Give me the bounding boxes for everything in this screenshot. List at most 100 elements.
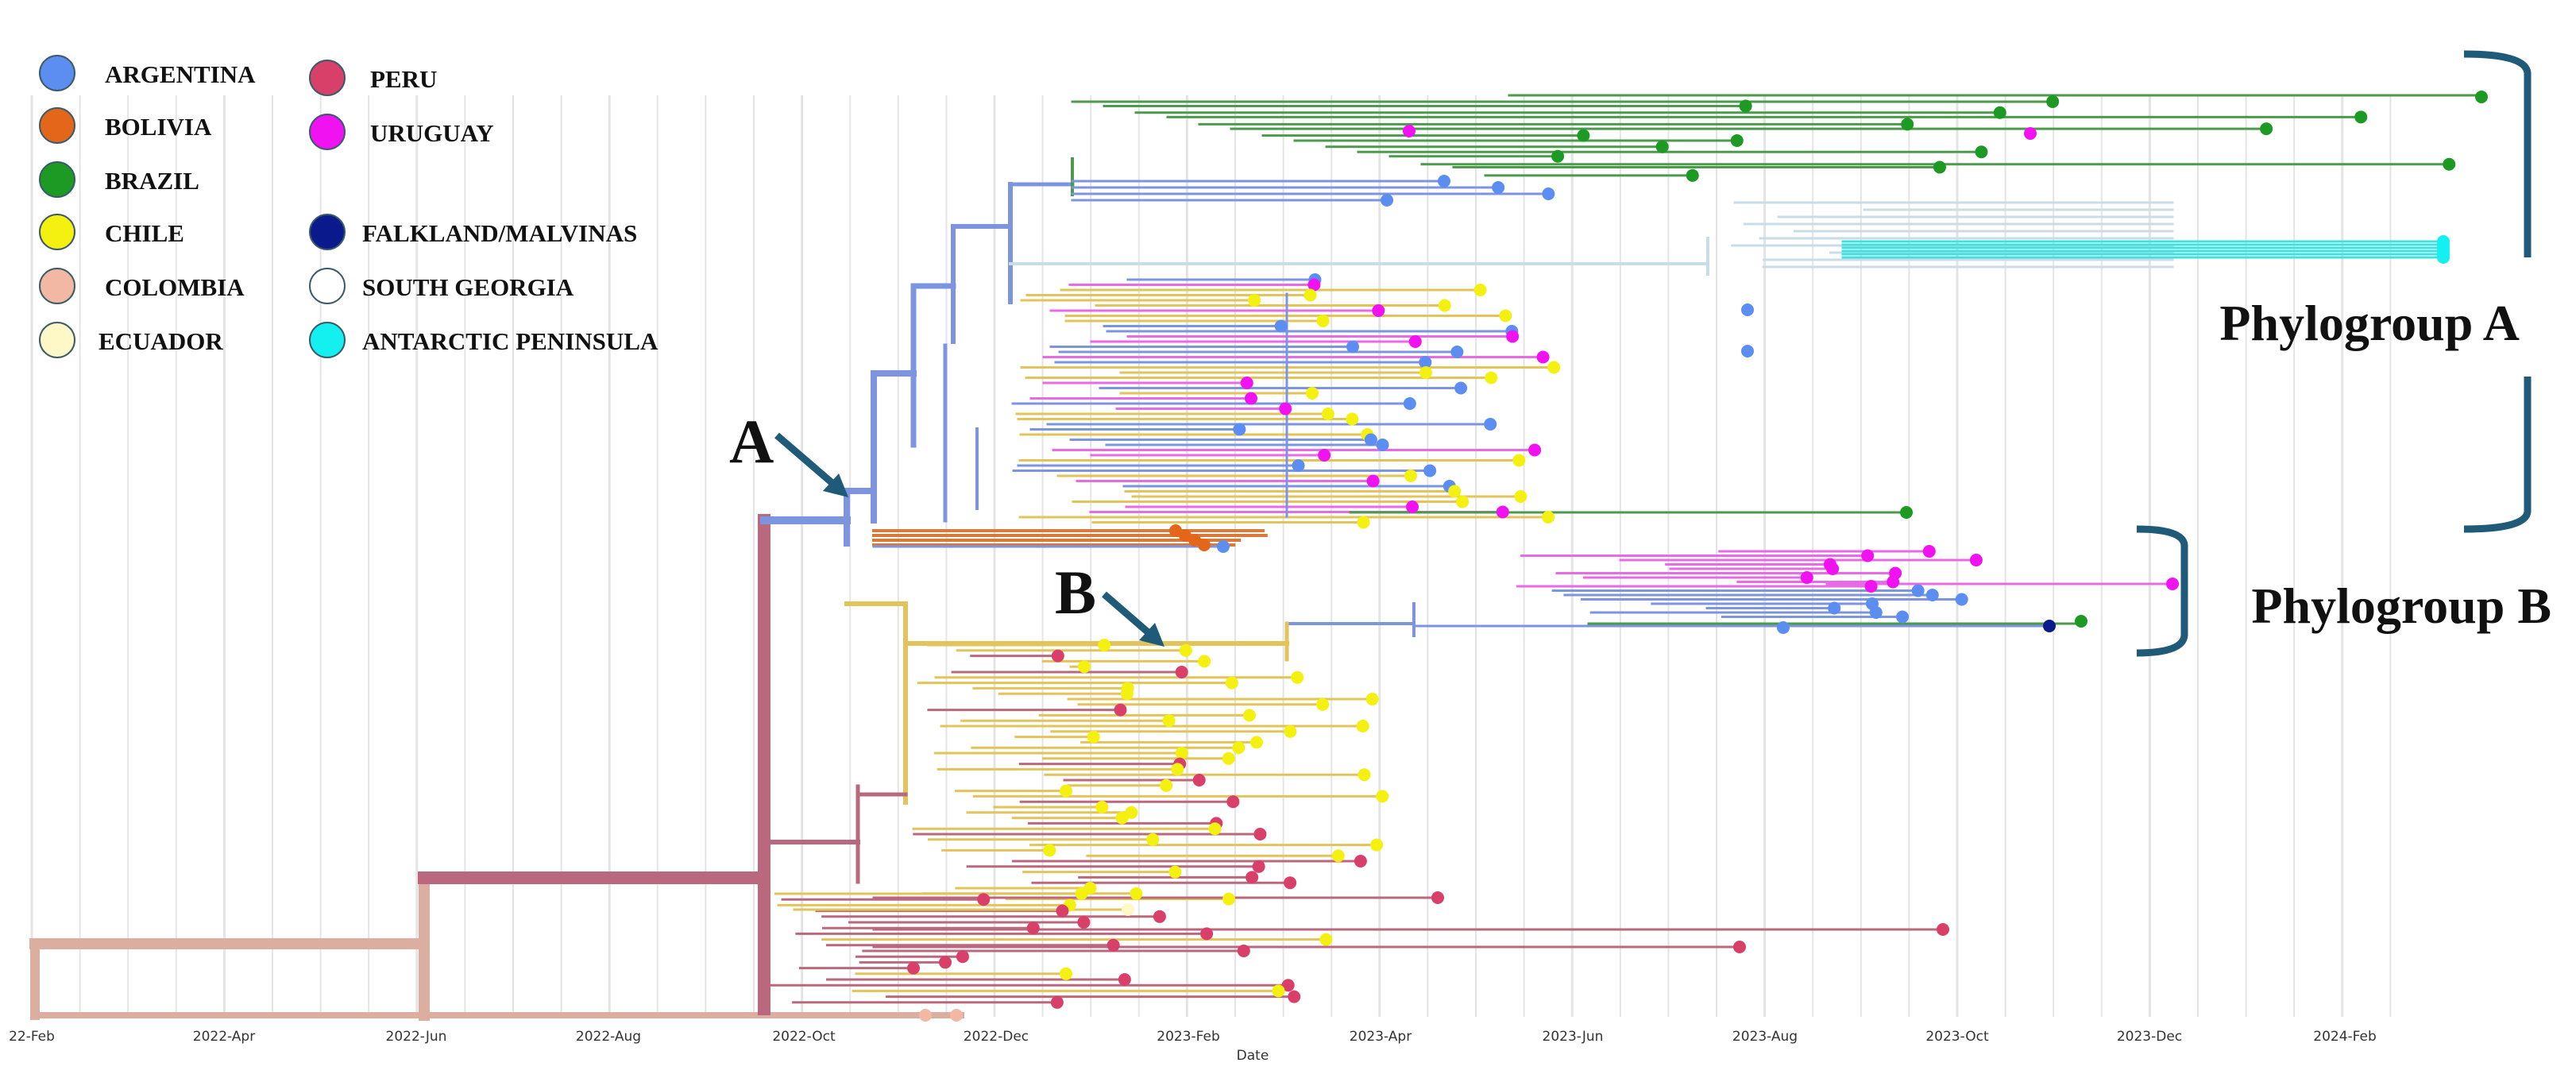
tip-marker [1171, 763, 1184, 776]
tip-marker [1321, 408, 1334, 420]
tip-marker [1514, 490, 1527, 503]
tip-marker [1404, 470, 1417, 482]
tip-marker [1993, 106, 2006, 119]
tip-marker [1365, 693, 1379, 705]
tip-marker [1542, 187, 1555, 200]
tip-marker [1192, 774, 1206, 786]
legend-swatch [309, 214, 346, 250]
tip-marker [1911, 584, 1925, 597]
legend-label: URUGUAY [370, 119, 494, 147]
tip-marker [1122, 903, 1134, 916]
legend-swatch [309, 114, 346, 150]
country-legend: ARGENTINA BOLIVIA BRAZIL CHILE COLOMBIA … [39, 55, 658, 358]
tip-marker [1077, 916, 1091, 929]
tip-marker [1346, 412, 1359, 426]
tip-marker [1153, 910, 1166, 923]
tip-marker [1078, 660, 1091, 674]
tip-marker [1937, 923, 1949, 936]
tip-marker [1087, 730, 1100, 744]
tip-marker [1869, 606, 1883, 619]
tip-marker [1059, 784, 1072, 798]
tip-marker [1175, 747, 1188, 759]
tip-marker [1288, 990, 1301, 1003]
phylogroup-a-bracket [2463, 50, 2532, 533]
tip-marker [1043, 844, 1056, 857]
legend-item-antarctic-peninsula: ANTARCTIC PENINSULA [309, 322, 658, 358]
tip-marker [1969, 554, 1983, 566]
tip-marker [1423, 464, 1437, 477]
tip-marker [1226, 795, 1240, 809]
tip-marker [1168, 865, 1182, 879]
tip-marker [1506, 330, 1520, 343]
tip-marker [1900, 506, 1913, 519]
tip-marker [1331, 849, 1345, 863]
tip-marker [1406, 500, 1419, 513]
tip-markers [907, 91, 2488, 1022]
tip-marker [1496, 505, 1509, 519]
tip-marker [1577, 129, 1590, 142]
tip-marker [1319, 933, 1333, 946]
x-tick-label: 2022-Dec [964, 1029, 1029, 1045]
tip-marker [1741, 303, 1754, 316]
x-tick-label: 2023-Jun [1543, 1029, 1604, 1045]
tip-marker [1933, 160, 1946, 174]
x-tick-label: 2023-Oct [1925, 1029, 1989, 1045]
tip-marker [1246, 871, 1259, 884]
tip-marker [1431, 891, 1444, 904]
tip-marker [1284, 725, 1297, 738]
tip-marker [1542, 511, 1555, 524]
tip-marker [1357, 516, 1370, 529]
tip-marker [1222, 892, 1236, 906]
tip-marker [2024, 127, 2037, 140]
tip-marker [1512, 454, 1526, 467]
tip-marker [1826, 562, 1840, 575]
tip-marker [1279, 402, 1292, 415]
tip-marker [1200, 927, 1214, 941]
tip-marker [1408, 335, 1422, 348]
tip-marker [1450, 346, 1464, 358]
tip-marker [1887, 575, 1900, 589]
tip-marker [1160, 779, 1173, 792]
tip-marker [1376, 790, 1389, 803]
tip-marker [1828, 601, 1841, 615]
tip-marker [1655, 140, 1669, 153]
tip-marker [1026, 922, 1040, 935]
legend-swatch [39, 214, 75, 250]
tip-marker [1741, 345, 1754, 357]
tip-marker [1106, 938, 1120, 952]
tip-marker [1169, 524, 1182, 537]
tip-marker [1059, 967, 1072, 980]
legend-swatch [309, 268, 346, 304]
x-tick-label: 22-Feb [9, 1029, 55, 1045]
tip-marker [1381, 194, 1394, 207]
tip-marker [1098, 639, 1111, 651]
tip-marker [1358, 768, 1371, 782]
tip-marker [1864, 580, 1878, 593]
legend-swatch [39, 107, 75, 144]
tip-marker [2475, 91, 2488, 103]
legend-item-falkland-malvinas: FALKLAND/MALVINAS [309, 214, 637, 250]
legend-label: SOUTH GEORGIA [362, 273, 574, 301]
tip-marker [1492, 181, 1505, 194]
legend-label: FALKLAND/MALVINAS [362, 219, 637, 247]
legend-item-bolivia: BOLIVIA [39, 107, 212, 144]
tip-marker [1244, 392, 1257, 405]
tip-marker [1403, 125, 1415, 137]
x-tick-label: 2022-Oct [772, 1029, 836, 1045]
legend-item-peru: PERU [309, 60, 437, 96]
tip-marker [1115, 811, 1129, 825]
phylogroup-a-label: Phylogroup A [2219, 295, 2520, 351]
clade-annotations: A B Phylogroup A Phylogroup B [729, 50, 2551, 657]
tip-marker [907, 961, 921, 975]
tip-marker [1800, 571, 1813, 584]
time-axis: 22-Feb 2022-Apr 2022-Jun 2022-Aug 2022-O… [9, 1029, 2377, 1064]
legend-label: ANTARCTIC PENINSULA [362, 327, 658, 355]
legend-item-brazil: BRAZIL [39, 161, 199, 198]
tip-marker [939, 956, 952, 969]
tip-marker [1438, 299, 1451, 312]
tip-marker [1050, 995, 1064, 1009]
legend-swatch [39, 322, 75, 358]
tip-marker [1925, 589, 1939, 601]
tip-marker [1208, 822, 1222, 836]
tip-marker [1233, 423, 1246, 436]
